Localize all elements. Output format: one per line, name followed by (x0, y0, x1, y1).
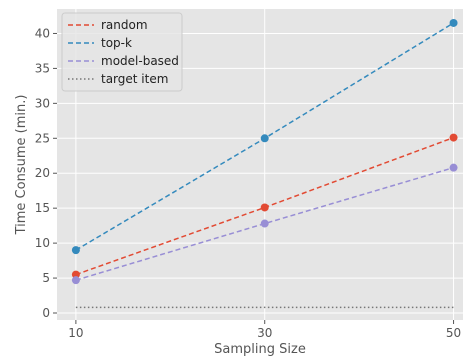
data-point-random (449, 133, 458, 142)
data-point-top-k (260, 134, 269, 143)
y-tick-label: 40 (35, 26, 50, 40)
y-tick-label: 35 (35, 61, 50, 75)
data-point-top-k (449, 18, 458, 27)
y-axis-label: Time Consume (min.) (14, 95, 29, 236)
y-tick-label: 10 (35, 236, 50, 250)
y-tick-label: 20 (35, 166, 50, 180)
series-lines (71, 18, 458, 309)
data-point-model-based (71, 276, 80, 285)
x-tick-label: 50 (446, 326, 461, 340)
y-tick-label: 5 (42, 271, 50, 285)
y-tick-label: 0 (42, 306, 50, 320)
data-point-model-based (260, 219, 269, 228)
y-axis-ticks: 0 5 10 15 20 25 30 35 40 (35, 26, 57, 320)
x-tick-label: 10 (68, 326, 83, 340)
x-axis-label: Sampling Size (214, 342, 306, 357)
x-tick-label: 30 (257, 326, 272, 340)
data-point-top-k (71, 246, 80, 255)
data-point-model-based (449, 163, 458, 172)
y-tick-label: 25 (35, 131, 50, 145)
legend: random top-k model-based target item (61, 12, 183, 92)
legend-label: model-based (101, 54, 179, 68)
y-tick-label: 30 (35, 96, 50, 110)
legend-label: top-k (101, 36, 132, 50)
y-tick-label: 15 (35, 201, 50, 215)
data-point-random (260, 203, 269, 212)
data-point-random (71, 270, 80, 279)
x-axis-ticks: 10 30 50 (68, 320, 461, 340)
legend-label: random (101, 18, 148, 32)
series-line-model-based (75, 166, 454, 281)
legend-box (61, 12, 183, 92)
legend-label: target item (101, 72, 168, 86)
